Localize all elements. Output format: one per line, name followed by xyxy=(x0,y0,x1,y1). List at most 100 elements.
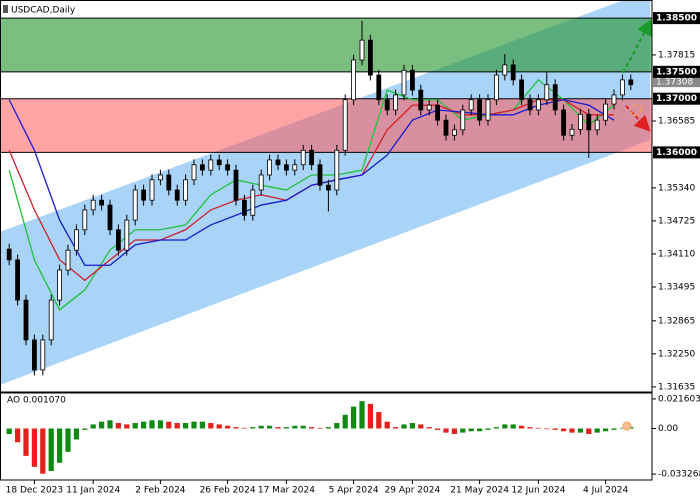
candle-body xyxy=(149,179,155,201)
ao-bar xyxy=(90,424,96,429)
x-tick-label: 21 May 2024 xyxy=(450,486,509,496)
candle-body xyxy=(552,84,558,111)
y-tick-label: 0.00 xyxy=(658,424,678,434)
ao-bar xyxy=(569,428,575,433)
level-box xyxy=(653,92,700,105)
ao-bar xyxy=(48,428,54,471)
candle-body xyxy=(578,113,583,130)
level-label: 1.36000 xyxy=(656,148,697,158)
bullish-arrow xyxy=(622,18,652,74)
ao-bar xyxy=(225,425,231,429)
ao-bar xyxy=(451,428,457,434)
x-tick-label: 18 Dec 2023 xyxy=(6,486,64,496)
candle-body xyxy=(124,219,130,251)
y-tick-label: 0.021603 xyxy=(658,394,700,404)
candle-body xyxy=(409,69,415,91)
candle-body xyxy=(199,164,205,171)
candle-body xyxy=(334,149,340,191)
ao-bar xyxy=(132,423,138,429)
level-box xyxy=(653,65,700,78)
x-tick-label: 12 Jun 2024 xyxy=(511,486,565,496)
candle-body xyxy=(267,159,273,176)
y-tick-label: 1.34725 xyxy=(658,216,695,226)
candle-body xyxy=(157,174,163,181)
candle-body xyxy=(292,164,298,171)
candle-body xyxy=(603,103,608,121)
ao-bar xyxy=(527,427,533,429)
bearish-arrow xyxy=(625,105,651,132)
y-tick-label: 1.35340 xyxy=(658,183,695,193)
candle-body xyxy=(233,169,239,201)
ao-bar xyxy=(317,427,323,429)
price-zone xyxy=(0,18,652,72)
candle-body xyxy=(300,149,306,166)
ao-frame xyxy=(0,392,653,481)
price-frame xyxy=(0,0,653,393)
ao-bar xyxy=(65,428,71,452)
ao-bar xyxy=(426,427,432,429)
candle-body xyxy=(384,99,390,111)
ao-bar xyxy=(367,403,373,429)
ao-bar xyxy=(594,428,600,433)
candle-body xyxy=(208,159,214,171)
ao-bar xyxy=(309,427,315,429)
candle-body xyxy=(367,39,373,76)
ao-bar xyxy=(510,424,516,429)
ao-bar xyxy=(586,428,592,434)
ao-bar xyxy=(166,421,172,429)
candle-body xyxy=(275,159,281,166)
candle-body xyxy=(443,119,449,136)
ao-bar xyxy=(267,425,273,429)
candle-body xyxy=(418,89,424,111)
ao-bar xyxy=(611,428,617,430)
ao-bar xyxy=(6,428,12,434)
ao-bar xyxy=(258,425,264,429)
candle-body xyxy=(241,199,247,216)
candle-body xyxy=(317,164,323,186)
candle-body xyxy=(527,99,533,111)
ao-bar xyxy=(351,406,357,429)
current-price-box xyxy=(653,77,700,88)
y-tick-label: -0.033268 xyxy=(658,470,700,480)
candle-body xyxy=(502,64,508,76)
ao-bar xyxy=(342,414,348,429)
ao-bar xyxy=(460,428,466,433)
level-box xyxy=(653,146,700,159)
ao-bar xyxy=(435,428,441,430)
ao-bar xyxy=(149,420,155,429)
candle-body xyxy=(519,79,524,101)
price-panel xyxy=(0,1,652,386)
x-tick-label: 26 Feb 2024 xyxy=(200,486,256,496)
candle-body xyxy=(586,113,592,131)
ao-bar xyxy=(275,427,281,429)
candle-body xyxy=(485,99,491,121)
ao-bar xyxy=(183,423,189,429)
ao-bar xyxy=(157,420,163,429)
candle-body xyxy=(569,128,575,136)
ao-bar xyxy=(283,427,289,429)
candle-body xyxy=(141,189,147,201)
level-label: 1.37000 xyxy=(656,94,697,104)
candle-body xyxy=(468,99,474,111)
ao-bar xyxy=(468,428,474,432)
x-tick-label: 29 Apr 2024 xyxy=(385,486,441,496)
candle-body xyxy=(99,199,104,206)
ao-bar xyxy=(233,427,239,429)
candle-body xyxy=(258,174,264,191)
y-tick-label: 1.31635 xyxy=(658,382,695,392)
ao-bar xyxy=(401,424,407,429)
candle-body xyxy=(107,204,113,231)
candle-body xyxy=(536,99,541,111)
level-label: 1.37500 xyxy=(656,67,697,77)
candle-body xyxy=(561,109,566,136)
ao-bar xyxy=(485,428,491,430)
ao-bar xyxy=(619,427,625,429)
axes: 1.37815 1.36585 1.35340 1.34725 1.34110 1.334… xyxy=(6,12,700,496)
ao-bar xyxy=(208,423,214,429)
ao-bar xyxy=(15,428,21,443)
ao-bar xyxy=(443,428,449,433)
level-box xyxy=(653,12,700,25)
ao-bar xyxy=(409,423,415,429)
candle-body xyxy=(309,149,315,166)
